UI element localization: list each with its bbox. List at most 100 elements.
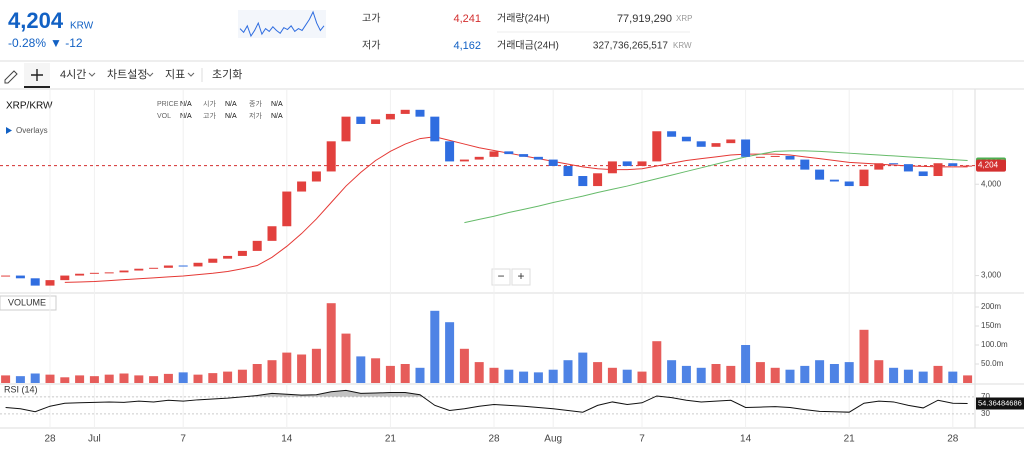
candle (134, 268, 144, 271)
volume-bar (30, 373, 40, 383)
info-text: PRICE (157, 101, 179, 108)
moving-average (64, 136, 968, 283)
candle (741, 139, 751, 157)
overlay-toggle-icon[interactable] (6, 127, 12, 134)
candle (75, 273, 85, 276)
candle (948, 163, 958, 166)
overlays-toggle[interactable]: Overlays (16, 126, 48, 135)
rsi-overbought-area (242, 390, 664, 397)
candle (60, 275, 70, 281)
volume-bar (681, 365, 691, 383)
volume-title: VOLUME (8, 297, 46, 307)
volume-value: 77,919,290 (617, 13, 672, 25)
rsi-tag-label: 54.36484686 (978, 398, 1022, 407)
volume-tick-label: 100.0m (981, 340, 1008, 349)
volume-tick-label: 50.0m (981, 359, 1004, 368)
volume-bar (356, 356, 366, 383)
indicator-button[interactable]: 지표 (165, 68, 185, 81)
volume-bar (622, 369, 632, 383)
volume-bar (163, 373, 173, 383)
candle (489, 151, 499, 157)
volume-bar (533, 372, 543, 383)
volume-bar (829, 364, 839, 383)
volume-bar (223, 371, 233, 383)
settings-button[interactable]: 차트설정 (107, 68, 147, 81)
candle (607, 161, 617, 174)
high-label: 고가 (362, 13, 380, 25)
sparkline (238, 10, 326, 38)
candle (341, 116, 351, 142)
moving-average (464, 150, 968, 224)
crosshair-tool[interactable] (24, 63, 50, 88)
volume-bar (60, 377, 70, 383)
candle (237, 250, 247, 256)
price-tag-label: 4,204 (978, 161, 999, 170)
volume-bar (489, 367, 499, 383)
x-tick-label: 28 (947, 434, 959, 445)
volume-bar (741, 345, 751, 383)
info-text: 종가 (249, 99, 262, 108)
volume-bar (371, 358, 381, 383)
zoom-in[interactable]: + (517, 269, 524, 283)
candle (223, 255, 233, 259)
candle (637, 161, 647, 166)
volume-bar (341, 333, 351, 383)
info-text: VOL (157, 113, 171, 120)
candle (149, 267, 159, 269)
candle (104, 272, 114, 274)
volume-bar (415, 367, 425, 383)
info-text: 저가 (249, 111, 262, 120)
candle (829, 179, 839, 182)
candle (163, 265, 173, 268)
low-value: 4,162 (453, 40, 481, 52)
volume-bar (933, 365, 943, 383)
volume-bar (548, 369, 558, 383)
volume-bar (237, 369, 247, 383)
candle (400, 109, 410, 114)
candle (622, 161, 632, 166)
zoom-in-box[interactable] (511, 268, 531, 286)
zoom-out[interactable]: − (497, 269, 504, 283)
volume-bar (149, 376, 159, 383)
candle (252, 240, 262, 251)
candle (785, 155, 795, 160)
volume-bar (474, 362, 484, 383)
candle (726, 139, 736, 144)
candle (326, 141, 336, 172)
interval-button[interactable]: 4시간 (60, 68, 86, 81)
volume-label: 거래량(24H) (497, 13, 550, 25)
sparkline-line (239, 10, 325, 38)
volume-bar (800, 365, 810, 383)
volume-bar (400, 364, 410, 383)
candle (755, 156, 765, 158)
volume-bar (1, 375, 11, 383)
reset-button[interactable]: 초기화 (212, 68, 242, 81)
volume-bar (208, 373, 218, 383)
volume-bar (267, 360, 277, 383)
candle (45, 280, 55, 286)
zoom-out-box[interactable] (491, 268, 511, 286)
candle (563, 165, 573, 177)
symbol: XRP/KRW (6, 101, 53, 112)
candle (311, 171, 321, 182)
draw-tool[interactable] (4, 70, 18, 84)
volume-bar (755, 362, 765, 383)
volume-bar (282, 352, 292, 383)
volume-bar (652, 341, 662, 383)
info-text: 시가 (203, 99, 216, 108)
chevron (146, 72, 154, 77)
candle (696, 141, 706, 147)
volume-bar (593, 362, 603, 383)
volume-bar (45, 374, 55, 383)
trade-value-unit: KRW (673, 41, 692, 50)
current-price: 4,204 (8, 8, 64, 33)
candle (859, 169, 869, 187)
price-tag (976, 159, 1006, 172)
volume-bar (519, 371, 529, 383)
x-tick-label: Jul (88, 434, 101, 445)
chevron (88, 72, 96, 77)
volume-bar (563, 360, 573, 383)
rsi-tick-label: 30 (981, 409, 990, 418)
volume-tick-label: 150m (981, 321, 1001, 330)
volume-bar (770, 367, 780, 383)
